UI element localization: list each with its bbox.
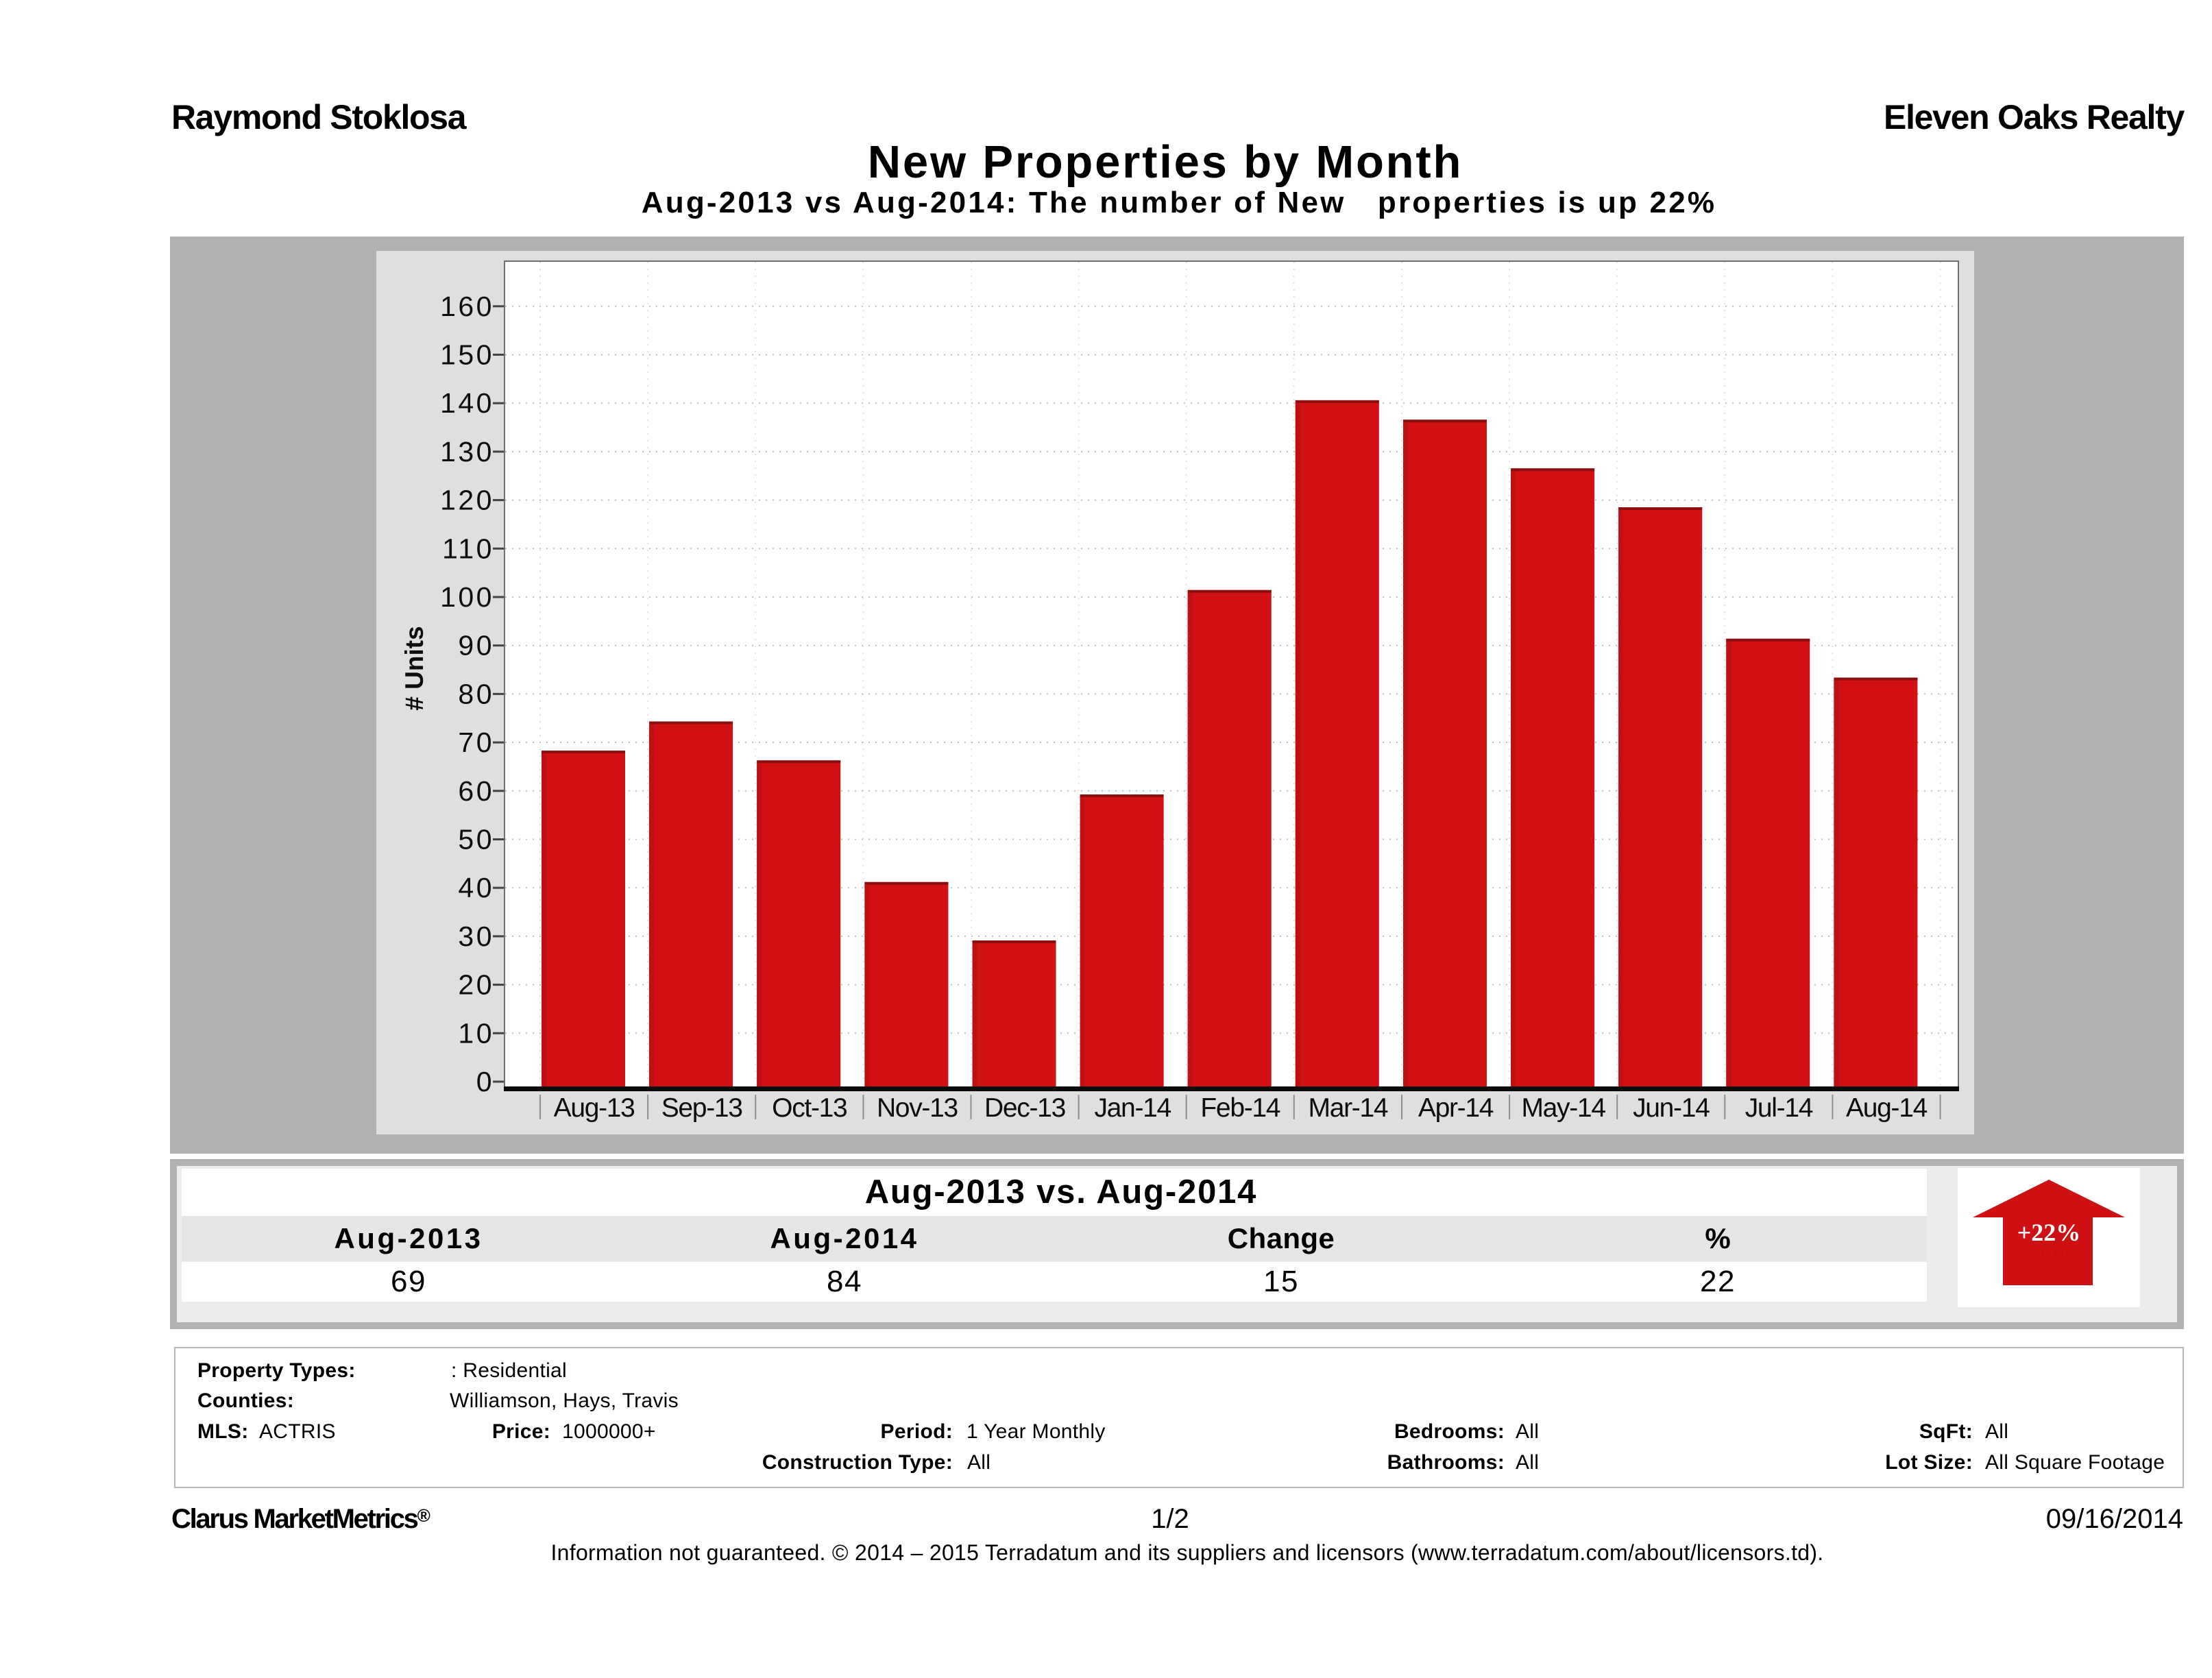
svg-text:+22%: +22% <box>2019 1243 2083 1270</box>
svg-text:+22%: +22% <box>2017 1219 2081 1246</box>
svg-text:10: 10 <box>458 1017 494 1049</box>
svg-text:Nov-13: Nov-13 <box>877 1093 958 1123</box>
svg-text:Apr-14: Apr-14 <box>1418 1093 1494 1123</box>
svg-text:0: 0 <box>476 1066 494 1097</box>
svg-text:90: 90 <box>458 630 494 661</box>
svg-text:30: 30 <box>458 921 494 952</box>
svg-text:Jul-14: Jul-14 <box>1745 1093 1813 1123</box>
svg-text:100: 100 <box>440 581 494 613</box>
svg-text:May-14: May-14 <box>1521 1093 1605 1123</box>
svg-text:# Units: # Units <box>400 626 428 710</box>
svg-text:Aug-13: Aug-13 <box>554 1093 635 1123</box>
svg-text:80: 80 <box>458 678 494 709</box>
svg-text:150: 150 <box>440 339 494 371</box>
svg-text:120: 120 <box>440 485 494 516</box>
svg-text:140: 140 <box>440 387 494 419</box>
svg-text:Feb-14: Feb-14 <box>1200 1093 1280 1123</box>
svg-text:70: 70 <box>458 727 494 758</box>
svg-text:Jun-14: Jun-14 <box>1633 1093 1710 1123</box>
svg-text:Aug-14: Aug-14 <box>1846 1093 1928 1123</box>
svg-text:60: 60 <box>458 775 494 807</box>
svg-text:Mar-14: Mar-14 <box>1309 1093 1388 1123</box>
svg-text:50: 50 <box>458 824 494 855</box>
svg-text:Sep-13: Sep-13 <box>661 1093 742 1123</box>
svg-text:Oct-13: Oct-13 <box>772 1093 847 1123</box>
svg-text:160: 160 <box>440 291 494 322</box>
svg-text:110: 110 <box>442 533 494 564</box>
svg-text:20: 20 <box>458 969 494 1001</box>
svg-text:40: 40 <box>458 872 494 903</box>
svg-text:130: 130 <box>440 436 494 467</box>
svg-text:Jan-14: Jan-14 <box>1094 1093 1171 1123</box>
svg-text:Dec-13: Dec-13 <box>984 1093 1065 1123</box>
